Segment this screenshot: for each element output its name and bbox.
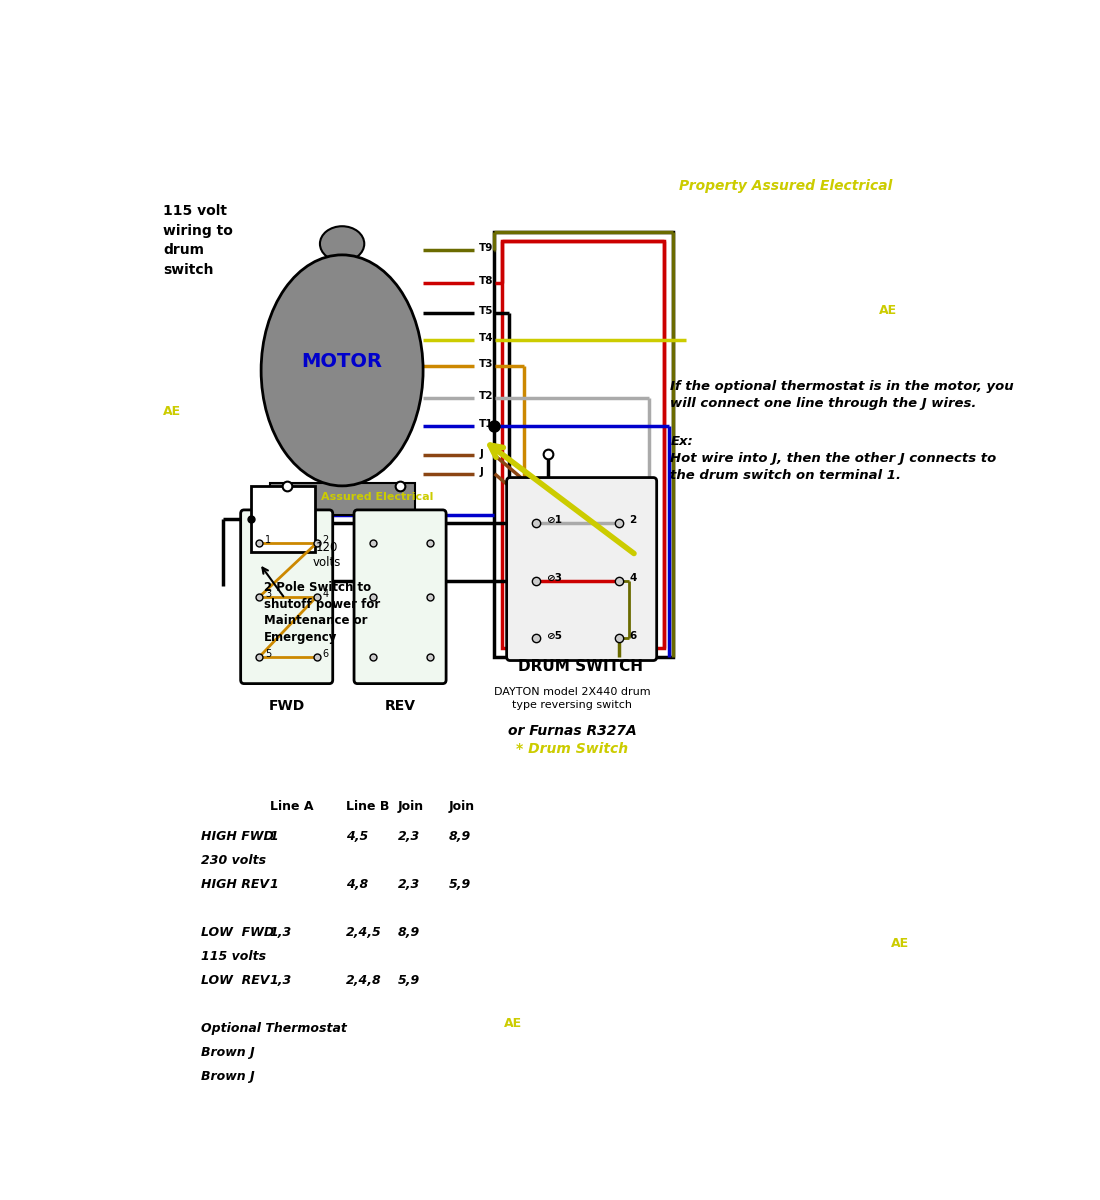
Text: 115 volts: 115 volts [201, 949, 266, 962]
Text: 1,3: 1,3 [270, 973, 292, 986]
Text: Line A: Line A [270, 800, 314, 814]
Text: 230 volts: 230 volts [201, 853, 266, 866]
Text: 3: 3 [265, 589, 272, 599]
Bar [251, 486, 315, 552]
Text: 8,9: 8,9 [449, 829, 471, 842]
Text: 120
volts: 120 volts [312, 541, 341, 569]
Text: J: J [480, 449, 483, 458]
Text: 4: 4 [322, 589, 329, 599]
Text: 2,4,5: 2,4,5 [346, 925, 382, 938]
FancyBboxPatch shape [241, 510, 332, 684]
Text: AE: AE [163, 406, 180, 419]
Text: Property Assured Electrical: Property Assured Electrical [679, 179, 892, 192]
Text: 8,9: 8,9 [397, 925, 420, 938]
Text: 4: 4 [629, 574, 637, 583]
Text: Join: Join [449, 800, 475, 814]
Text: 1: 1 [270, 829, 278, 842]
Text: 1,3: 1,3 [270, 925, 292, 938]
Text: Ex:
Hot wire into J, then the other J connects to
the drum switch on terminal 1.: Ex: Hot wire into J, then the other J co… [670, 436, 997, 482]
Text: T3: T3 [480, 359, 494, 368]
Text: Assured Electrical: Assured Electrical [321, 492, 433, 502]
Text: ⊘1: ⊘1 [546, 515, 562, 526]
Text: 5,9: 5,9 [397, 973, 420, 986]
Text: T9: T9 [480, 244, 494, 253]
Text: Optional Thermostat: Optional Thermostat [201, 1022, 348, 1034]
Text: 2,4,8: 2,4,8 [346, 973, 382, 986]
Text: 5,9: 5,9 [449, 877, 471, 890]
Text: ⊘5: ⊘5 [546, 630, 562, 641]
Text: 4,8: 4,8 [346, 877, 368, 890]
Text: 5: 5 [265, 649, 272, 659]
Text: J: J [480, 467, 483, 478]
Text: AE: AE [891, 937, 910, 949]
Text: AE: AE [879, 304, 896, 317]
Ellipse shape [261, 254, 424, 486]
Text: REV: REV [385, 698, 416, 713]
Text: 4,5: 4,5 [346, 829, 368, 842]
Text: 6: 6 [322, 649, 329, 659]
Text: FWD: FWD [268, 698, 305, 713]
Text: 6: 6 [629, 630, 637, 641]
Bar [494, 232, 673, 656]
Bar [503, 241, 664, 648]
Text: LOW  REV: LOW REV [201, 973, 270, 986]
Text: Join: Join [397, 800, 424, 814]
Bar [270, 484, 415, 516]
FancyBboxPatch shape [354, 510, 447, 684]
Text: T1: T1 [480, 419, 494, 428]
Text: ⊘3: ⊘3 [546, 574, 562, 583]
Text: 1: 1 [270, 877, 278, 890]
Text: T4: T4 [480, 334, 494, 343]
Text: DAYTON model 2X440 drum
type reversing switch: DAYTON model 2X440 drum type reversing s… [494, 688, 650, 709]
Text: HIGH REV: HIGH REV [201, 877, 270, 890]
Text: Brown J: Brown J [201, 1046, 255, 1058]
Text: or Furnas R327A: or Furnas R327A [508, 724, 637, 738]
Text: AE: AE [504, 1018, 521, 1030]
Ellipse shape [320, 227, 364, 262]
Text: If the optional thermostat is in the motor, you
will connect one line through th: If the optional thermostat is in the mot… [670, 379, 1014, 409]
Text: Brown J: Brown J [201, 1070, 255, 1082]
Text: 2,3: 2,3 [397, 829, 420, 842]
Text: T8: T8 [480, 276, 494, 286]
Text: * Drum Switch: * Drum Switch [516, 743, 628, 756]
Text: T2: T2 [480, 391, 494, 401]
Text: T5: T5 [480, 306, 494, 317]
Text: 1: 1 [265, 535, 272, 545]
Text: 2 Pole Switch to
shutoff power for
Maintenance or
Emergency: 2 Pole Switch to shutoff power for Maint… [264, 581, 380, 643]
Text: 2: 2 [322, 535, 329, 545]
Text: 2,3: 2,3 [397, 877, 420, 890]
Text: LOW  FWD: LOW FWD [201, 925, 275, 938]
Text: 115 volt
wiring to
drum
switch: 115 volt wiring to drum switch [163, 204, 233, 276]
FancyBboxPatch shape [507, 478, 657, 660]
Text: DRUM SWITCH: DRUM SWITCH [518, 659, 644, 673]
Text: HIGH FWD: HIGH FWD [201, 829, 274, 842]
Text: MOTOR: MOTOR [301, 352, 383, 371]
Text: Line B: Line B [346, 800, 389, 814]
Text: 2: 2 [629, 515, 637, 526]
